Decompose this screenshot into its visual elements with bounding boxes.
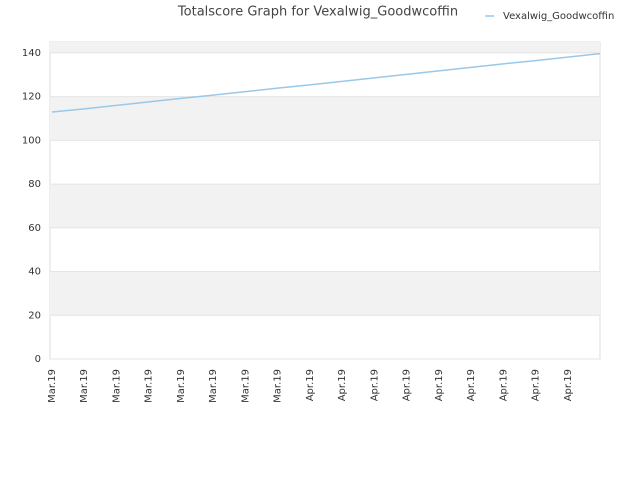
y-tick-label: 0 bbox=[35, 354, 41, 365]
x-tick-label: Mar.19 bbox=[144, 369, 155, 403]
y-tick-label: 60 bbox=[28, 223, 41, 234]
y-tick-label: 40 bbox=[28, 267, 41, 278]
x-tick-label: Mar.19 bbox=[273, 369, 284, 403]
x-tick-label: Mar.19 bbox=[240, 369, 251, 403]
line bbox=[51, 52, 601, 113]
x-tick-label: Apr.19 bbox=[563, 369, 574, 401]
y-tick-label: 100 bbox=[22, 135, 41, 146]
x-tick-label: Mar.19 bbox=[111, 369, 122, 403]
x-tick-label: Mar.19 bbox=[176, 369, 187, 403]
y-tick-label: 80 bbox=[28, 179, 41, 190]
x-tick-label: Mar.19 bbox=[79, 369, 90, 403]
grid-band bbox=[50, 96, 600, 141]
y-tick-label: 140 bbox=[22, 48, 41, 59]
grid-band bbox=[50, 271, 600, 316]
x-tick-label: Mar.19 bbox=[47, 369, 58, 403]
x-tick-label: Mar.19 bbox=[208, 369, 219, 403]
x-tick-label: Apr.19 bbox=[402, 369, 413, 401]
x-tick-label: Apr.19 bbox=[531, 369, 542, 401]
x-tick-label: Apr.19 bbox=[369, 369, 380, 401]
chart-title: Totalscore Graph for Vexalwig_Goodwcoffi… bbox=[177, 5, 458, 20]
y-tick-label: 20 bbox=[28, 310, 41, 321]
grid-band bbox=[50, 184, 600, 228]
x-tick-label: Apr.19 bbox=[337, 369, 348, 401]
x-tick-label: Apr.19 bbox=[305, 369, 316, 401]
x-tick-label: Apr.19 bbox=[498, 369, 509, 401]
x-tick-label: Apr.19 bbox=[466, 369, 477, 401]
y-tick-label: 120 bbox=[22, 92, 41, 103]
x-tick-label: Apr.19 bbox=[434, 369, 445, 401]
legend-label: Vexalwig_Goodwcoffin bbox=[503, 11, 614, 22]
grid-band bbox=[50, 42, 600, 53]
